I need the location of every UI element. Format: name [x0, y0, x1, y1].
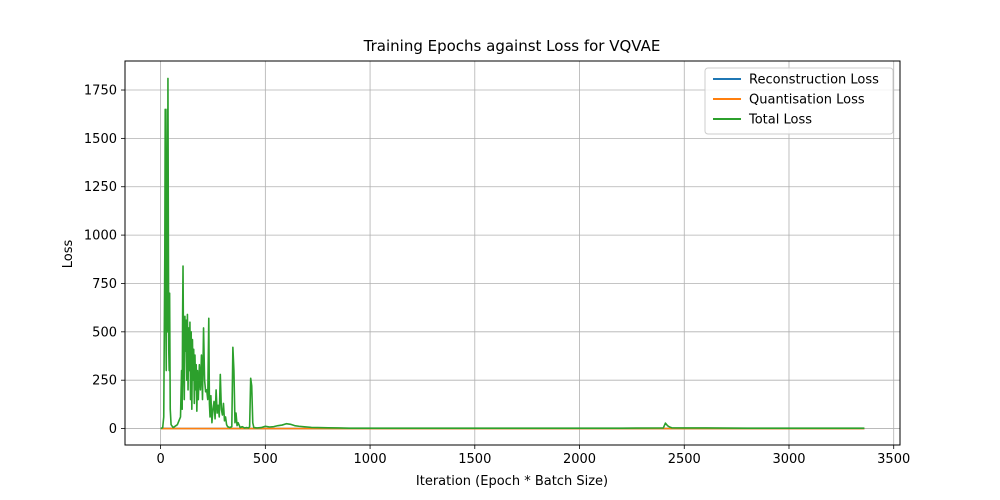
- y-tick-label: 250: [92, 374, 117, 389]
- x-tick-label: 1500: [458, 452, 491, 467]
- legend-label-reconstruction-loss: Reconstruction Loss: [749, 73, 879, 88]
- y-tick-label: 1250: [84, 180, 117, 195]
- plot-frame: [124, 60, 901, 446]
- y-tick-label: 0: [109, 422, 117, 437]
- legend-label-quantisation-loss: Quantisation Loss: [749, 93, 865, 108]
- x-tick-label: 500: [253, 452, 278, 467]
- legend: Reconstruction Loss Quantisation Loss Tota…: [704, 67, 894, 135]
- y-tick-label: 1500: [84, 132, 117, 147]
- y-tick-label: 750: [92, 277, 117, 292]
- axis-ticks: 0 500 1000 1500 2000 2500 3000 3500 0 250 500 750 10…: [84, 84, 910, 467]
- x-tick-label: 3000: [772, 452, 805, 467]
- y-axis-title: Loss: [61, 240, 76, 269]
- y-tick-label: 1000: [84, 229, 117, 244]
- y-tick-label: 1750: [84, 84, 117, 99]
- x-tick-label: 3500: [877, 452, 910, 467]
- x-axis-title: Iteration (Epoch * Batch Size): [416, 474, 608, 489]
- x-tick-label: 2000: [563, 452, 596, 467]
- x-tick-label: 1000: [354, 452, 387, 467]
- series-line-total-loss: [160, 77, 865, 430]
- chart-title: Training Epochs against Loss for VQVAE: [363, 37, 661, 55]
- legend-box: [704, 67, 894, 135]
- x-tick-label: 2500: [668, 452, 701, 467]
- x-tick-label: 0: [156, 452, 164, 467]
- series-lines: [160, 77, 865, 430]
- grid: [125, 61, 900, 445]
- y-tick-label: 500: [92, 325, 117, 340]
- legend-label-total-loss: Total Loss: [748, 113, 812, 128]
